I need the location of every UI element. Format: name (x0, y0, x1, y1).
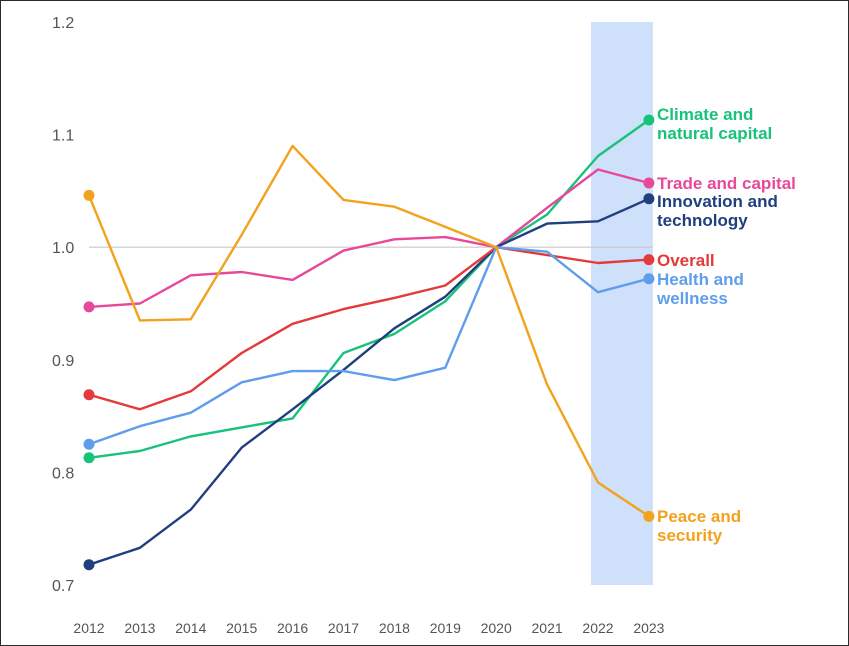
series-label: Health and (657, 270, 744, 289)
x-tick-label: 2023 (633, 620, 664, 636)
series-end-point (643, 114, 655, 126)
series-line (87, 144, 651, 518)
x-tick-label: 2019 (430, 620, 461, 636)
series-label: technology (657, 211, 748, 230)
series-line (87, 245, 651, 446)
series-start-point (83, 189, 95, 201)
x-tick-label: 2020 (481, 620, 512, 636)
y-tick-label: 0.9 (52, 353, 74, 370)
x-tick-label: 2013 (124, 620, 155, 636)
y-tick-label: 0.8 (52, 465, 74, 482)
series-end-point (643, 510, 655, 522)
x-tick-label: 2017 (328, 620, 359, 636)
series-end-point (643, 177, 655, 189)
series-start-point (83, 559, 95, 571)
series-end-point (643, 254, 655, 266)
series-start-point (83, 438, 95, 450)
y-tick-label: 1.1 (52, 128, 74, 145)
series-label: Overall (657, 251, 715, 270)
series-label: Innovation and (657, 192, 778, 211)
x-tick-label: 2018 (379, 620, 410, 636)
x-tick-label: 2021 (532, 620, 563, 636)
series-line (87, 245, 651, 411)
series-label: Peace and (657, 507, 741, 526)
x-tick-label: 2016 (277, 620, 308, 636)
y-tick-label: 0.7 (52, 578, 74, 595)
series-end-point (643, 193, 655, 205)
series-label: Trade and capital (657, 174, 796, 193)
series-start-point (83, 389, 95, 401)
series-label: natural capital (657, 124, 772, 143)
series-start-point (83, 301, 95, 313)
x-tick-label: 2014 (175, 620, 206, 636)
series-end-point (643, 273, 655, 285)
highlight-band (591, 22, 653, 585)
series-label: wellness (656, 289, 728, 308)
x-tick-label: 2022 (582, 620, 613, 636)
x-tick-label: 2015 (226, 620, 257, 636)
series-line (87, 197, 651, 566)
y-tick-label: 1.0 (52, 240, 74, 257)
x-tick-label: 2012 (73, 620, 104, 636)
series-line (87, 118, 651, 459)
y-tick-label: 1.2 (52, 15, 74, 32)
series-line (87, 168, 651, 309)
series-label: security (657, 526, 723, 545)
series-label: Climate and (657, 105, 753, 124)
series-start-point (83, 452, 95, 464)
